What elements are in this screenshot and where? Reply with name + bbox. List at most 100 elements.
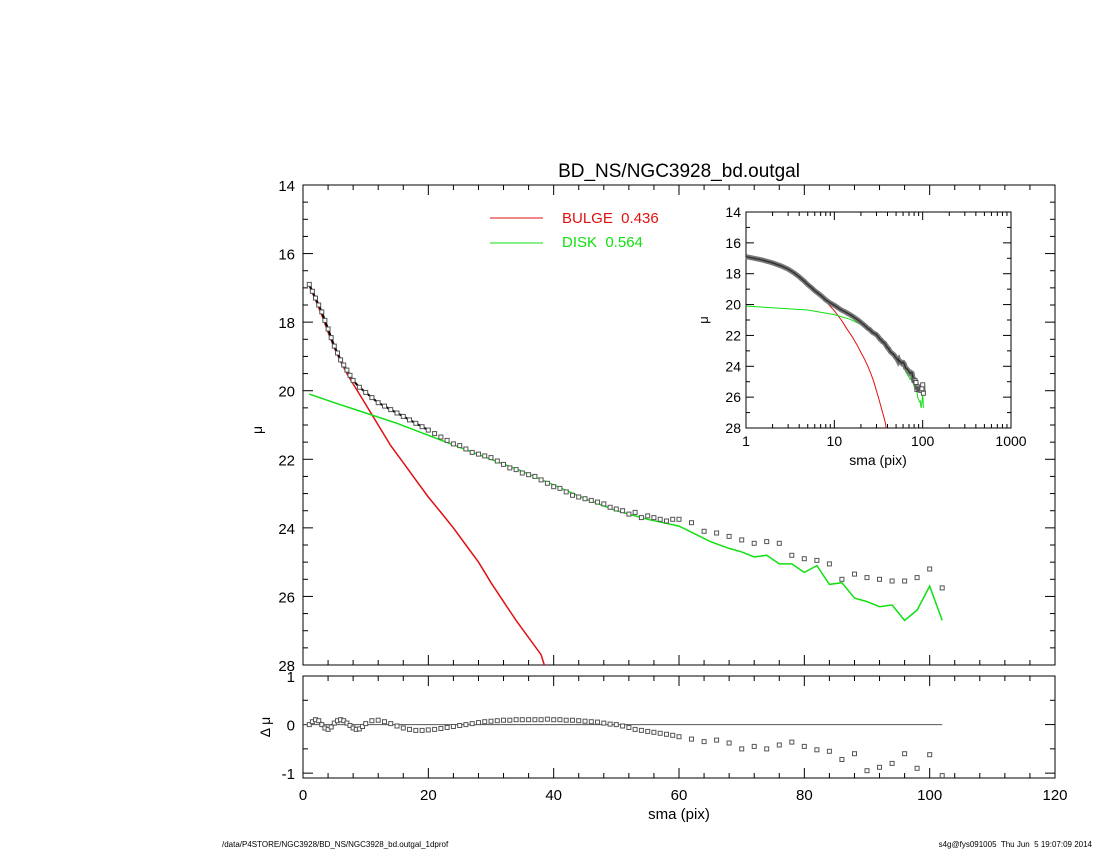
data-points <box>306 281 945 591</box>
residual-point <box>375 717 381 723</box>
residual-point <box>438 726 444 731</box>
residual-point <box>576 718 582 724</box>
residual-point <box>457 723 463 728</box>
data-point <box>839 576 845 582</box>
residual-y-axis-label: Δ μ <box>257 717 273 738</box>
residual-point <box>620 723 626 729</box>
residual-point <box>413 727 419 733</box>
data-point <box>457 443 463 449</box>
data-point <box>432 431 438 437</box>
residual-point <box>657 730 663 736</box>
inset-data-point <box>919 386 925 392</box>
data-point <box>570 492 575 498</box>
inset-x-tick-label: 10 <box>827 433 843 449</box>
data-point <box>494 458 500 464</box>
legend: BULGE 0.436 DISK 0.564 <box>490 210 659 251</box>
residual-point <box>776 742 782 748</box>
inset-y-axis-label: μ <box>696 316 711 324</box>
data-point <box>450 441 456 447</box>
residual-point <box>469 721 475 727</box>
data-point <box>645 513 651 519</box>
data-point <box>826 561 832 567</box>
data-point <box>425 427 431 433</box>
chart-title: BD_NS/NGC3928_bd.outgal <box>558 161 800 182</box>
data-point <box>739 537 745 543</box>
residual-point <box>400 725 406 731</box>
data-point <box>657 516 663 522</box>
data-point <box>488 455 494 461</box>
x-tick-label: 60 <box>671 787 688 804</box>
y-tick-label: 1 <box>287 669 295 686</box>
residual-point <box>670 732 676 738</box>
residual-point <box>494 718 500 724</box>
inset-x-tick-label: 1000 <box>995 433 1026 449</box>
residual-point <box>482 719 488 725</box>
legend-disk-label: DISK 0.564 <box>562 234 643 251</box>
residual-point <box>450 724 456 729</box>
data-point <box>513 467 519 473</box>
data-point <box>375 400 381 406</box>
residual-point <box>801 743 807 749</box>
inset-y-tick-label: 14 <box>725 204 741 220</box>
y-tick-label: 18 <box>278 315 295 332</box>
residual-point <box>306 722 312 728</box>
data-point <box>356 384 362 390</box>
inset-data-point <box>920 390 926 396</box>
data-point <box>322 317 328 323</box>
residual-point <box>570 717 575 723</box>
y-tick-label: 16 <box>278 247 295 264</box>
residual-point <box>789 739 795 745</box>
residual-point <box>826 748 832 754</box>
data-point <box>651 515 657 521</box>
residual-point <box>432 726 438 732</box>
residual-point <box>507 717 513 723</box>
residual-point <box>316 718 322 724</box>
data-point <box>316 302 322 308</box>
data-point <box>601 501 607 507</box>
y-tick-label: 20 <box>278 384 295 401</box>
data-point <box>927 566 933 572</box>
data-point <box>388 407 394 413</box>
data-point <box>335 350 340 356</box>
data-point <box>676 516 682 522</box>
residual-point <box>676 734 682 740</box>
inset-y-tick-label: 26 <box>725 389 741 405</box>
data-point <box>902 578 908 584</box>
data-point <box>331 343 337 349</box>
data-point <box>764 539 770 545</box>
x-axis-label: sma (pix) <box>648 806 710 823</box>
residual-point <box>607 721 613 727</box>
inset-data-point <box>913 380 919 385</box>
inset-data-points <box>745 254 926 396</box>
data-point <box>814 557 820 563</box>
data-point <box>444 437 450 443</box>
data-point <box>632 509 638 515</box>
data-point <box>914 575 920 581</box>
data-point <box>776 540 782 546</box>
residual-ticks: 0 20 40 60 80 100 120-101 <box>282 669 1068 804</box>
residual-point <box>764 746 770 752</box>
data-point <box>626 511 632 517</box>
residual-point <box>563 717 569 723</box>
data-point <box>714 530 720 536</box>
data-point <box>620 508 626 514</box>
inset-x-tick-label: 1 <box>742 433 750 449</box>
footer-path: /data/P4STORE/NGC3928/BD_NS/NGC3928_bd.o… <box>222 840 449 849</box>
inset-y-tick-label: 28 <box>725 420 741 436</box>
data-point <box>463 446 469 452</box>
residual-point <box>645 728 651 734</box>
inset-y-tick-label: 20 <box>725 297 741 313</box>
data-point <box>701 528 707 534</box>
y-tick-label: 24 <box>278 521 295 538</box>
x-tick-label: 20 <box>420 787 437 804</box>
data-point <box>344 367 350 373</box>
data-point <box>350 377 356 383</box>
residual-point <box>902 751 908 757</box>
residual-points <box>306 716 945 779</box>
residual-point <box>839 757 845 762</box>
data-point <box>789 552 795 558</box>
residual-point <box>519 717 525 723</box>
residual-point <box>582 718 588 724</box>
data-point <box>325 326 331 332</box>
data-point <box>526 472 532 478</box>
